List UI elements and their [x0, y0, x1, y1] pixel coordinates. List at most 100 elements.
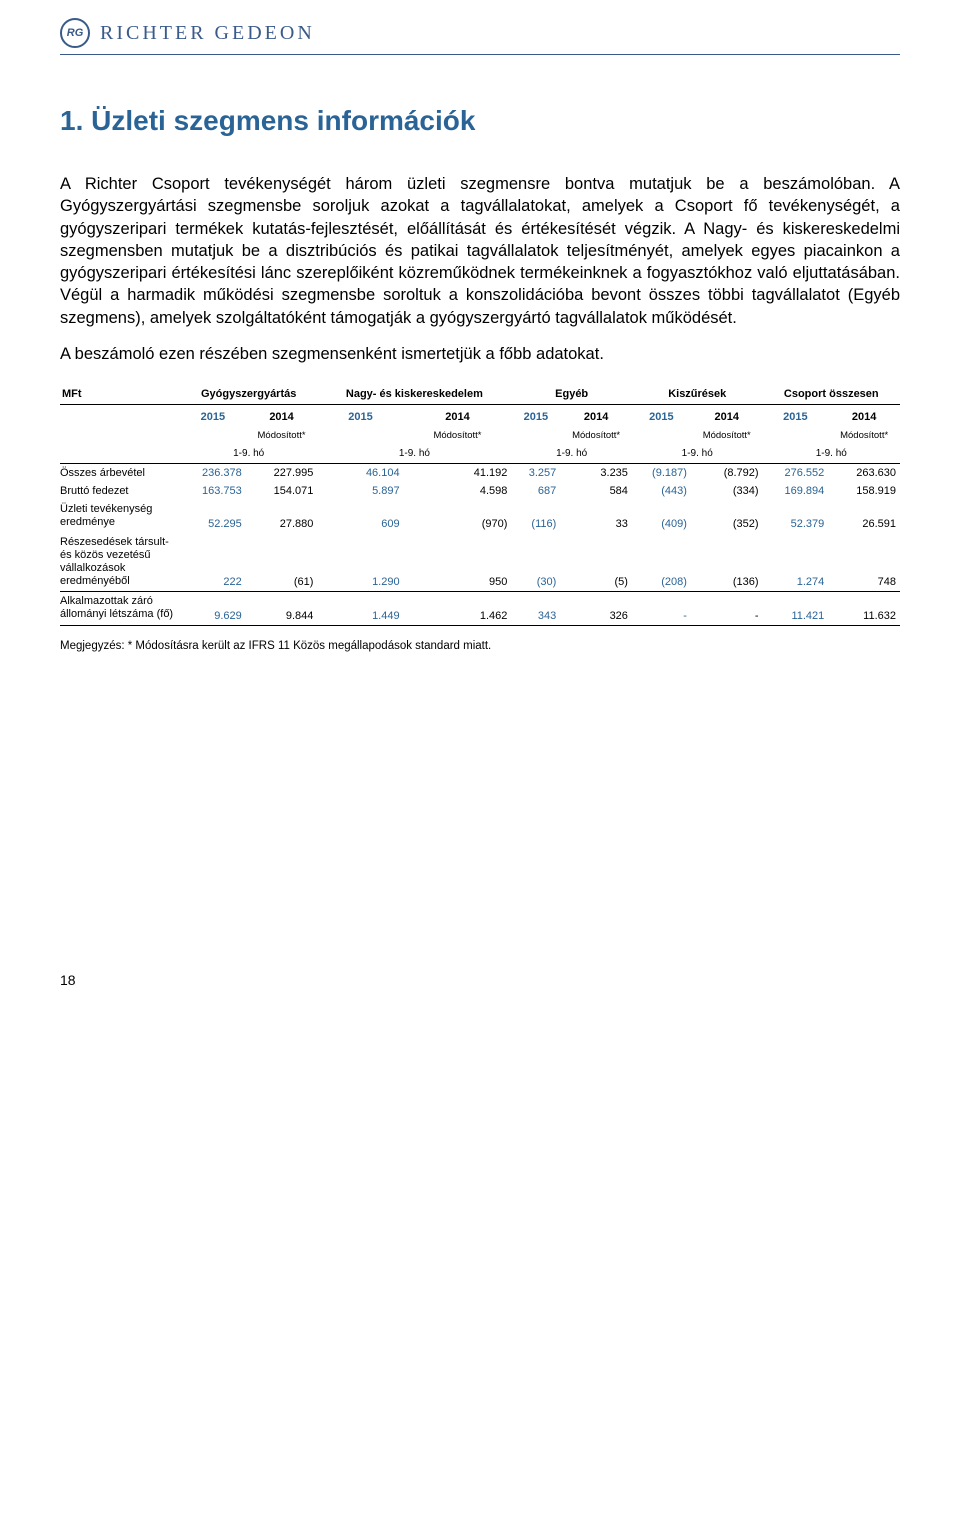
table-group-header-row: MFt Gyógyszergyártás Nagy- és kiskereske… [60, 385, 900, 405]
modified-cell: Módosított* [404, 426, 512, 444]
table-row: Összes árbevétel 236.378 227.995 46.104 … [60, 464, 900, 483]
period-cell: 1-9. hó [511, 444, 632, 464]
period-cell: 1-9. hó [317, 444, 511, 464]
data-cell: 687 [511, 482, 560, 500]
table-year-row: 2015 2014 2015 2014 2015 2014 2015 2014 … [60, 405, 900, 427]
company-name: RICHTER GEDEON [100, 22, 315, 45]
table-footnote: Megjegyzés: * Módosításra került az IFRS… [60, 640, 900, 652]
year-cell: 2014 [560, 405, 632, 427]
year-cell: 2015 [511, 405, 560, 427]
data-cell: 1.290 [317, 533, 403, 592]
col-group-nagykisker: Nagy- és kiskereskedelem [317, 385, 511, 405]
data-cell: 1.449 [317, 592, 403, 625]
period-cell: 1-9. hó [763, 444, 900, 464]
table-row: Üzleti tevékenység eredménye 52.295 27.8… [60, 500, 900, 532]
data-cell: 26.591 [828, 500, 900, 532]
data-cell: 584 [560, 482, 632, 500]
data-cell: 276.552 [763, 464, 829, 483]
data-cell: 1.274 [763, 533, 829, 592]
table-modified-row: Módosított* Módosított* Módosított* Módo… [60, 426, 900, 444]
data-cell: 158.919 [828, 482, 900, 500]
modified-cell: Módosított* [560, 426, 632, 444]
table-row: Részesedések társult- és közös vezetésű … [60, 533, 900, 592]
data-cell: 11.421 [763, 592, 829, 625]
col-group-gyogyszergyartas: Gyógyszergyártás [180, 385, 317, 405]
data-cell: 9.629 [180, 592, 246, 625]
data-cell: 3.257 [511, 464, 560, 483]
year-cell: 2015 [632, 405, 691, 427]
modified-cell: Módosított* [246, 426, 318, 444]
row-label: Alkalmazottak záró állományi létszáma (f… [60, 592, 180, 625]
row-label: Üzleti tevékenység eredménye [60, 500, 180, 532]
data-cell: 326 [560, 592, 632, 625]
data-cell: 748 [828, 533, 900, 592]
data-cell: 343 [511, 592, 560, 625]
page-container: RG RICHTER GEDEON 1. Üzleti szegmens inf… [0, 0, 960, 1028]
data-cell: 52.295 [180, 500, 246, 532]
data-cell: 1.462 [404, 592, 512, 625]
data-cell: - [632, 592, 691, 625]
col-group-kiszuresek: Kiszűrések [632, 385, 763, 405]
section-title: 1. Üzleti szegmens információk [60, 105, 900, 137]
data-cell: 222 [180, 533, 246, 592]
row-label: Összes árbevétel [60, 464, 180, 483]
page-number: 18 [60, 972, 900, 988]
data-cell: 4.598 [404, 482, 512, 500]
data-cell: 9.844 [246, 592, 318, 625]
data-cell: 11.632 [828, 592, 900, 625]
data-cell: (61) [246, 533, 318, 592]
data-cell: 46.104 [317, 464, 403, 483]
modified-cell: Módosított* [691, 426, 763, 444]
row-label: Részesedések társult- és közös vezetésű … [60, 533, 180, 592]
unit-label: MFt [60, 385, 180, 405]
year-cell: 2014 [828, 405, 900, 427]
data-cell: (208) [632, 533, 691, 592]
year-cell: 2014 [404, 405, 512, 427]
paragraph-2: A beszámoló ezen részében szegmensenként… [60, 343, 900, 365]
table-row: Alkalmazottak záró állományi létszáma (f… [60, 592, 900, 625]
data-cell: 3.235 [560, 464, 632, 483]
col-group-csoport: Csoport összesen [763, 385, 900, 405]
data-cell: (116) [511, 500, 560, 532]
data-cell: 27.880 [246, 500, 318, 532]
table-row: Bruttó fedezet 163.753 154.071 5.897 4.5… [60, 482, 900, 500]
data-cell: (136) [691, 533, 763, 592]
period-cell: 1-9. hó [180, 444, 317, 464]
year-cell: 2015 [763, 405, 829, 427]
year-cell: 2014 [691, 405, 763, 427]
data-cell: 950 [404, 533, 512, 592]
data-cell: (970) [404, 500, 512, 532]
data-cell: 236.378 [180, 464, 246, 483]
company-logo-icon: RG [60, 18, 90, 48]
data-cell: (9.187) [632, 464, 691, 483]
data-cell: 227.995 [246, 464, 318, 483]
data-cell: (5) [560, 533, 632, 592]
segment-data-table: MFt Gyógyszergyártás Nagy- és kiskereske… [60, 385, 900, 626]
data-cell: (30) [511, 533, 560, 592]
table-period-row: 1-9. hó 1-9. hó 1-9. hó 1-9. hó 1-9. hó [60, 444, 900, 464]
period-cell: 1-9. hó [632, 444, 763, 464]
data-cell: 41.192 [404, 464, 512, 483]
year-cell: 2015 [317, 405, 403, 427]
modified-cell: Módosított* [828, 426, 900, 444]
year-cell: 2014 [246, 405, 318, 427]
data-cell: (443) [632, 482, 691, 500]
data-cell: 169.894 [763, 482, 829, 500]
data-cell: 52.379 [763, 500, 829, 532]
row-label: Bruttó fedezet [60, 482, 180, 500]
page-header: RG RICHTER GEDEON [60, 0, 900, 55]
data-cell: 33 [560, 500, 632, 532]
year-cell: 2015 [180, 405, 246, 427]
paragraph-1: A Richter Csoport tevékenységét három üz… [60, 173, 900, 329]
data-cell: (409) [632, 500, 691, 532]
data-cell: 609 [317, 500, 403, 532]
data-cell: 5.897 [317, 482, 403, 500]
data-cell: (8.792) [691, 464, 763, 483]
data-cell: 263.630 [828, 464, 900, 483]
data-cell: (334) [691, 482, 763, 500]
col-group-egyeb: Egyéb [511, 385, 632, 405]
data-cell: - [691, 592, 763, 625]
data-cell: (352) [691, 500, 763, 532]
data-cell: 154.071 [246, 482, 318, 500]
data-cell: 163.753 [180, 482, 246, 500]
